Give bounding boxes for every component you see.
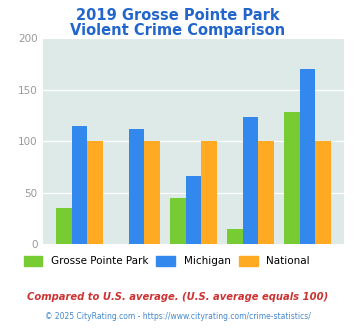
Bar [243,117,258,244]
Bar [300,69,315,244]
Bar [258,141,274,244]
Text: Violent Crime Comparison: Violent Crime Comparison [70,23,285,38]
Text: 2019 Grosse Pointe Park: 2019 Grosse Pointe Park [76,8,279,23]
Bar [72,126,87,244]
Bar [144,141,159,244]
Bar [284,112,300,244]
Text: Compared to U.S. average. (U.S. average equals 100): Compared to U.S. average. (U.S. average … [27,292,328,302]
Bar [315,141,331,244]
Bar [87,141,103,244]
Legend: Grosse Pointe Park, Michigan, National: Grosse Pointe Park, Michigan, National [20,251,314,270]
Bar [201,141,217,244]
Bar [129,129,144,244]
Bar [170,198,186,244]
Bar [186,176,201,244]
Text: © 2025 CityRating.com - https://www.cityrating.com/crime-statistics/: © 2025 CityRating.com - https://www.city… [45,312,310,321]
Bar [56,208,72,244]
Bar [228,229,243,244]
